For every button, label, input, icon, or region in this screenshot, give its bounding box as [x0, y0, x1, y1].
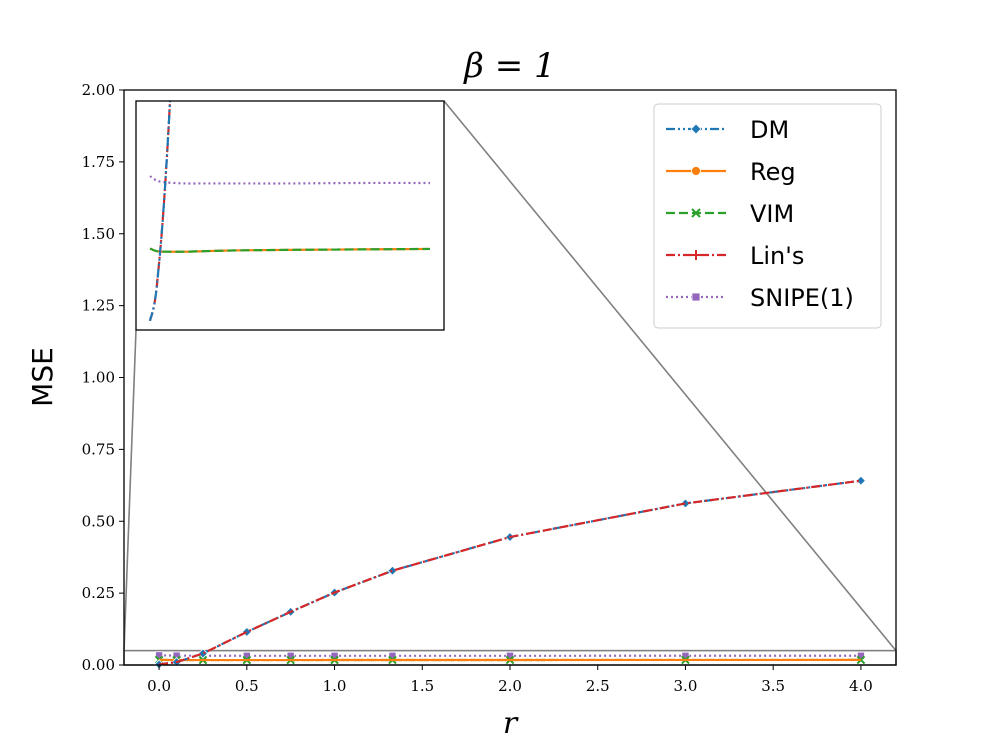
data-point	[855, 475, 866, 486]
legend-entry: SNIPE(1)	[666, 284, 854, 312]
x-tick-label: 1.0	[323, 677, 347, 695]
data-point	[197, 648, 209, 659]
x-tick-label: 2.5	[586, 677, 610, 695]
legend-box	[653, 103, 882, 329]
x-tick-label: 3.5	[761, 677, 785, 695]
x-axis: 0.0 0.5 1.0 1.5 2.0 2.5 3.0 3.5 4.0	[147, 665, 873, 695]
series-lin-s	[158, 479, 862, 666]
main-plot-series	[154, 475, 866, 670]
x-tick-label: 2.0	[498, 677, 522, 695]
legend-entry: DM	[666, 116, 789, 144]
y-axis-label: MSE	[26, 347, 59, 407]
y-tick-label: 1.00	[82, 369, 115, 387]
legend-entry: VIM	[666, 200, 794, 228]
inset-frame	[135, 100, 445, 331]
legend-label: VIM	[750, 200, 794, 228]
legend-label: SNIPE(1)	[750, 284, 854, 312]
y-tick-label: 0.75	[82, 440, 115, 458]
series-line	[158, 479, 862, 666]
legend-entry: Lin's	[666, 242, 804, 270]
legend: DM Reg VIM Lin's SNIPE(1)	[653, 103, 882, 329]
y-tick-label: 1.75	[82, 153, 115, 171]
legend-entry: Reg	[666, 158, 796, 186]
series-line	[158, 479, 862, 666]
legend-marker	[691, 292, 701, 302]
y-tick-label: 0.50	[82, 512, 115, 530]
legend-marker	[691, 250, 701, 260]
inset-background	[136, 101, 444, 330]
series-line	[149, 247, 431, 253]
y-tick-label: 2.00	[82, 81, 115, 99]
y-axis: 0.00 0.25 0.50 0.75 1.00 1.25 1.50 1.75 2.00	[82, 81, 124, 674]
x-tick-label: 0.0	[147, 677, 171, 695]
x-tick-label: 1.5	[410, 677, 434, 695]
inset-connector-lines	[123, 100, 897, 652]
legend-marker	[690, 123, 702, 135]
inset-connector-right	[443, 100, 897, 652]
inset-connector-left	[123, 329, 137, 651]
x-tick-label: 3.0	[674, 677, 698, 695]
y-tick-label: 1.25	[82, 297, 115, 315]
legend-label: DM	[750, 116, 789, 144]
series-dm	[154, 475, 866, 670]
y-tick-label: 0.00	[82, 656, 115, 674]
legend-label: Lin's	[750, 242, 804, 270]
chart-title: β = 1	[462, 46, 555, 86]
x-tick-label: 0.5	[235, 677, 259, 695]
inset-plot-series	[148, 101, 431, 322]
legend-label: Reg	[750, 158, 796, 186]
y-tick-label: 1.50	[82, 225, 115, 243]
series-snipe-1-	[155, 651, 865, 660]
y-tick-label: 0.25	[82, 584, 115, 602]
x-tick-label: 4.0	[849, 677, 873, 695]
data-point	[241, 626, 252, 638]
inset-series-vim	[149, 247, 431, 253]
x-axis-label: r	[503, 706, 519, 741]
legend-marker	[691, 166, 701, 176]
legend-marker	[691, 208, 701, 218]
